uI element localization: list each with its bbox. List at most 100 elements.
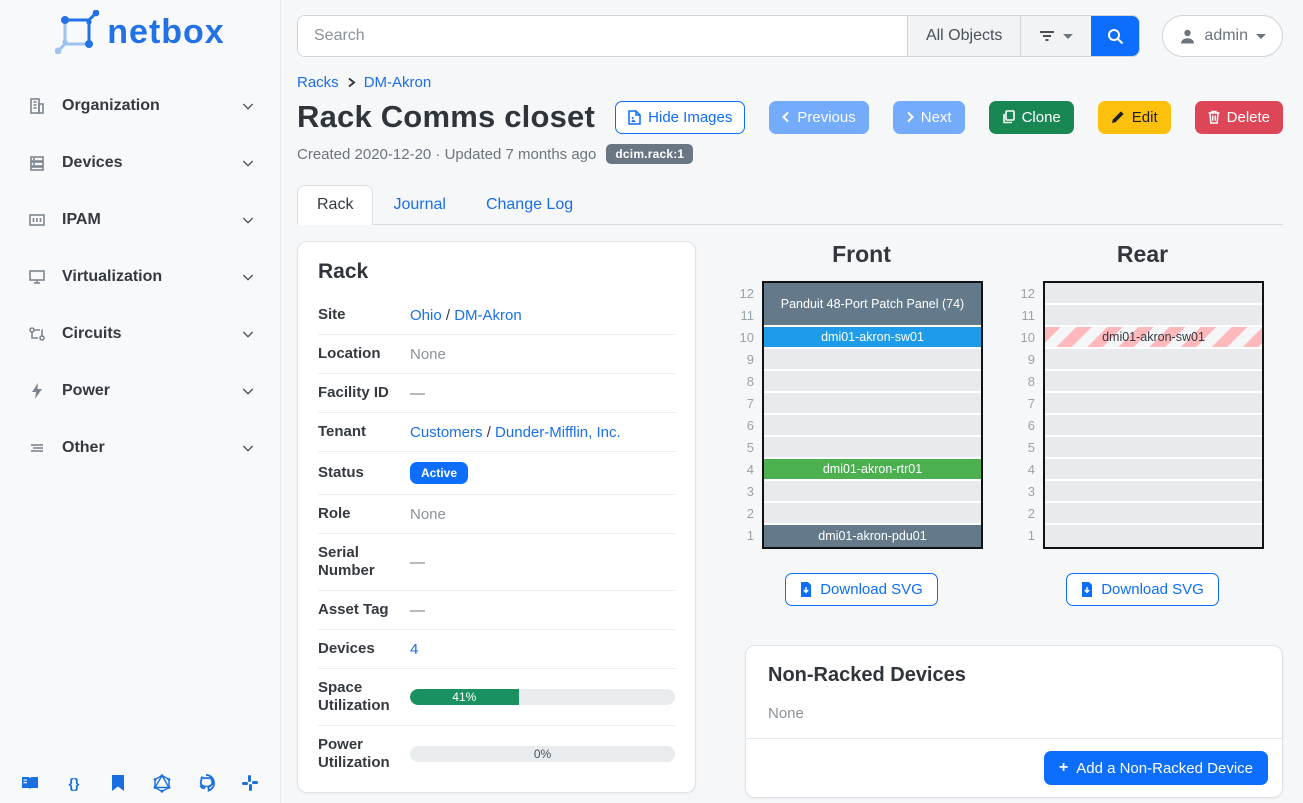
- asset-tag-value: —: [410, 601, 425, 619]
- rack-slot[interactable]: [1045, 459, 1262, 481]
- tab-change-log[interactable]: Change Log: [485, 196, 574, 213]
- graphql-icon[interactable]: [150, 771, 174, 795]
- tenant-link[interactable]: Dunder-Mifflin, Inc.: [495, 423, 621, 441]
- main-content: All Objects: [281, 0, 1303, 803]
- unit-number-column: 12 11 10 9 8 7 6 5 4 3 2 1: [740, 281, 762, 549]
- user-menu-button[interactable]: admin: [1162, 15, 1283, 57]
- next-button[interactable]: Next: [892, 100, 965, 134]
- docs-book-icon[interactable]: [18, 771, 42, 795]
- organization-building-icon: [28, 97, 46, 115]
- edit-button[interactable]: Edit: [1097, 100, 1171, 134]
- api-docs-bookmark-icon[interactable]: [106, 771, 130, 795]
- non-racked-devices-card: Non-Racked Devices None + Add a Non-Rack…: [745, 645, 1283, 798]
- devices-count-link[interactable]: 4: [410, 640, 419, 658]
- tenant-group-link[interactable]: Customers: [410, 423, 483, 441]
- rack-slot[interactable]: [1045, 371, 1262, 393]
- rack-device[interactable]: dmi01-akron-rtr01: [764, 459, 981, 481]
- sidebar-item-organization[interactable]: Organization: [28, 86, 256, 126]
- rack-device[interactable]: dmi01-akron-sw01: [1045, 327, 1262, 349]
- slack-icon[interactable]: [238, 771, 262, 795]
- unit-number: 6: [746, 418, 754, 433]
- field-row-status: Status Active: [318, 452, 675, 495]
- delete-button[interactable]: Delete: [1194, 100, 1283, 134]
- rack-slot[interactable]: [1045, 415, 1262, 437]
- front-elevation: Front 12 11 10 9 8 7 6 5 4 3 2 1 Panduit 48-Port Pa…: [721, 241, 1002, 606]
- rack-device[interactable]: dmi01-akron-sw01: [764, 327, 981, 349]
- rack-slot[interactable]: [1045, 305, 1262, 327]
- netbox-logo-icon: [55, 10, 100, 54]
- netbox-logo[interactable]: netbox: [0, 0, 280, 60]
- non-racked-title: Non-Racked Devices: [768, 664, 966, 686]
- sidebar-item-ipam[interactable]: IPAM: [28, 200, 256, 240]
- site-link[interactable]: DM-Akron: [454, 306, 522, 324]
- chevron-left-icon: [782, 111, 790, 123]
- unit-number: 12: [739, 286, 754, 301]
- action-buttons: Hide Images Previous Next: [615, 100, 1283, 134]
- field-row-tenant: Tenant Customers / Dunder-Mifflin, Inc.: [318, 413, 675, 452]
- rear-rack-diagram: dmi01-akron-sw01: [1043, 281, 1264, 549]
- sidebar-item-other[interactable]: Other: [28, 428, 256, 468]
- rack-slot[interactable]: [764, 371, 981, 393]
- sidebar-nav: Organization Devices: [0, 86, 280, 468]
- rack-slot[interactable]: [1045, 525, 1262, 547]
- rack-device-label: dmi01-akron-pdu01: [818, 529, 927, 543]
- rack-slot[interactable]: [1045, 349, 1262, 371]
- rack-device[interactable]: Panduit 48-Port Patch Panel (74): [764, 283, 981, 327]
- rack-slot[interactable]: [1045, 393, 1262, 415]
- hide-images-button[interactable]: Hide Images: [615, 100, 746, 134]
- field-row-devices: Devices 4: [318, 630, 675, 669]
- download-svg-rear-button[interactable]: Download SVG: [1066, 573, 1219, 606]
- search-submit-button[interactable]: [1091, 16, 1140, 56]
- search-scope-button[interactable]: All Objects: [906, 16, 1021, 56]
- rack-slot[interactable]: [764, 503, 981, 525]
- rack-slot[interactable]: [764, 481, 981, 503]
- rack-device-label: dmi01-akron-sw01: [1102, 330, 1205, 344]
- rack-slot[interactable]: [1045, 283, 1262, 305]
- sidebar-item-label: IPAM: [62, 211, 101, 228]
- power-utilization-progress: 0%: [410, 746, 675, 762]
- field-label: Devices: [318, 640, 375, 657]
- search-icon: [1107, 28, 1124, 45]
- sidebar-item-label: Devices: [62, 154, 123, 171]
- previous-button[interactable]: Previous: [769, 100, 869, 134]
- sidebar-footer: {}: [0, 771, 280, 795]
- add-non-racked-device-button[interactable]: + Add a Non-Racked Device: [1043, 751, 1268, 785]
- chevron-down-icon: [240, 269, 256, 285]
- rack-device[interactable]: dmi01-akron-pdu01: [764, 525, 981, 547]
- user-name: admin: [1204, 27, 1248, 44]
- tab-journal[interactable]: Journal: [393, 196, 446, 213]
- field-row-serial: Serial Number —: [318, 534, 675, 591]
- rack-slot[interactable]: [764, 393, 981, 415]
- rear-elevation: Rear 12 11 10 9 8 7 6 5 4 3 2 1 dmi01-akron-sw01 Do…: [1002, 241, 1283, 606]
- sidebar-item-power[interactable]: Power: [28, 371, 256, 411]
- rack-slot[interactable]: [764, 437, 981, 459]
- sidebar-item-virtualization[interactable]: Virtualization: [28, 257, 256, 297]
- tab-rack[interactable]: Rack: [297, 185, 374, 225]
- sidebar-item-devices[interactable]: Devices: [28, 143, 256, 183]
- field-label: Status: [318, 464, 364, 481]
- ipam-counter-icon: [28, 211, 46, 229]
- clone-button[interactable]: Clone: [988, 100, 1074, 134]
- sidebar-item-circuits[interactable]: Circuits: [28, 314, 256, 354]
- rest-api-braces-icon[interactable]: {}: [68, 775, 80, 791]
- unit-number: 5: [1027, 440, 1035, 455]
- rack-slot[interactable]: [764, 349, 981, 371]
- search-input[interactable]: [298, 16, 907, 56]
- rack-slot[interactable]: [1045, 481, 1262, 503]
- search-filter-button[interactable]: [1020, 16, 1092, 56]
- github-icon[interactable]: [194, 771, 218, 795]
- rack-info-card: Rack Site Ohio / DM-Akron Location None: [297, 241, 696, 793]
- breadcrumb-link-racks[interactable]: Racks: [297, 74, 339, 91]
- rack-slot[interactable]: [764, 415, 981, 437]
- download-svg-front-button[interactable]: Download SVG: [785, 573, 938, 606]
- unit-number: 9: [746, 352, 754, 367]
- field-label: Asset Tag: [318, 601, 389, 618]
- rack-slot[interactable]: [1045, 503, 1262, 525]
- field-row-location: Location None: [318, 335, 675, 374]
- site-group-link[interactable]: Ohio: [410, 306, 442, 324]
- breadcrumb-link-site[interactable]: DM-Akron: [363, 74, 432, 91]
- rack-slot[interactable]: [1045, 437, 1262, 459]
- elevations: Front 12 11 10 9 8 7 6 5 4 3 2 1 Panduit 48-Port Pa…: [721, 241, 1283, 606]
- front-rack-diagram: Panduit 48-Port Patch Panel (74) dmi01-ak…: [762, 281, 983, 549]
